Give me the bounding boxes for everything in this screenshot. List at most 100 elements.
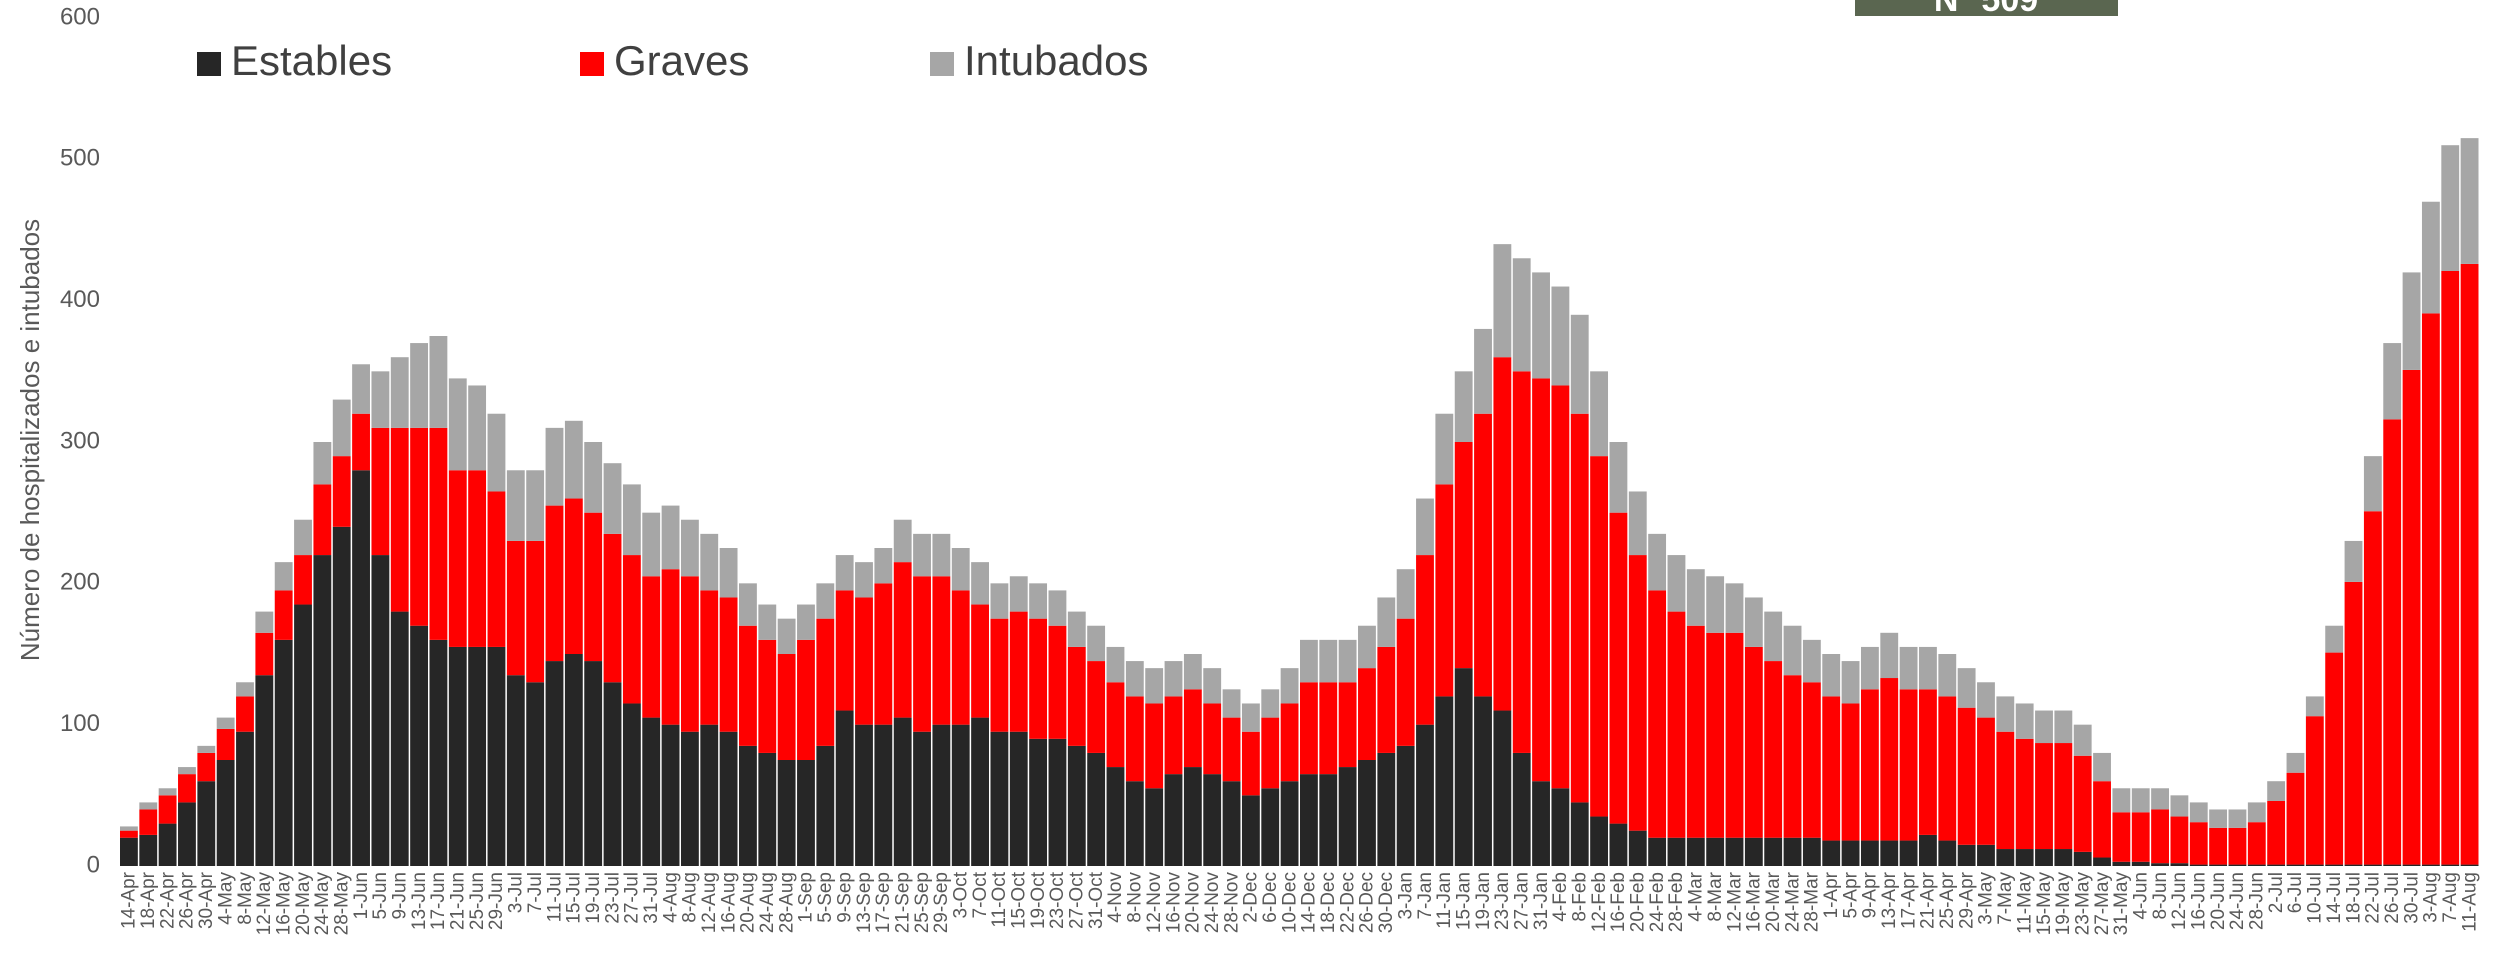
x-tick-label: 20-Feb <box>1628 872 1649 932</box>
x-tick-label: 13-Sep <box>854 872 875 933</box>
bar-segment <box>371 555 390 866</box>
bar-segment <box>2421 313 2440 865</box>
bar-segment <box>545 661 564 866</box>
bar-segment <box>1686 625 1705 838</box>
x-tick-label: 11-May <box>2014 872 2035 934</box>
bar-segment <box>1338 767 1357 866</box>
bar-segment <box>1938 840 1957 866</box>
bar-segment <box>216 728 235 760</box>
x-tick-label: 27-Jan <box>1511 872 1532 930</box>
bar-segment <box>1783 675 1802 838</box>
bar-segment <box>603 463 622 534</box>
bar-segment <box>2228 827 2247 865</box>
x-tick-label: 15-May <box>2034 872 2055 936</box>
bar-segment <box>1860 689 1879 841</box>
bar-segment <box>2344 864 2363 866</box>
bar-segment <box>2460 138 2479 264</box>
bar-segment <box>1183 689 1202 768</box>
bar-segment <box>1358 760 1376 866</box>
bar-segment <box>1067 646 1086 746</box>
bar-segment <box>1706 576 1725 633</box>
x-tick-label: 21-Jun <box>448 872 469 930</box>
bar-segment <box>2402 272 2421 370</box>
y-axis-label: Número de hospitalizados e intubados <box>15 219 45 661</box>
bar-segment <box>1706 837 1725 866</box>
x-tick-label: 7-May <box>1995 872 2016 925</box>
bar-segment <box>1860 646 1879 690</box>
bar-segment <box>2441 145 2460 271</box>
x-tick-label: 28-Jun <box>2247 872 2268 930</box>
bar-segment <box>680 576 699 732</box>
bar-segment <box>1435 484 1454 697</box>
bar-segment <box>468 470 487 647</box>
bar-segment <box>2363 456 2382 512</box>
x-tick-label: 9-Apr <box>1860 871 1881 918</box>
bar-segment <box>1435 696 1454 866</box>
bar-segment <box>564 498 583 654</box>
bar-segment <box>1203 774 1222 866</box>
bar-segment <box>2228 864 2247 866</box>
x-tick-label: 15-Oct <box>1009 871 1030 929</box>
bar-segment <box>2112 812 2131 862</box>
bar-segment <box>584 512 603 662</box>
bar-segment <box>1125 781 1144 866</box>
bar-segment <box>178 767 196 775</box>
x-tick-label: 8-May <box>235 872 256 925</box>
bar-segment <box>197 781 216 866</box>
x-tick-label: 13-Apr <box>1879 871 1900 929</box>
bar-segment <box>758 604 777 640</box>
bar-segment <box>1802 682 1821 838</box>
bar-segment <box>700 533 719 591</box>
bar-segment <box>2035 743 2053 850</box>
x-tick-label: 9-Sep <box>834 872 855 923</box>
bar-segment <box>274 639 293 866</box>
bar-segment <box>1280 781 1299 866</box>
bar-segment <box>1938 654 1957 697</box>
bar-segment <box>313 484 332 556</box>
bar-segment <box>816 583 835 619</box>
bar-segment <box>2325 652 2344 865</box>
bar-segment <box>1164 774 1183 866</box>
legend-label: Graves <box>614 37 749 84</box>
bar-segment <box>874 548 893 584</box>
bar-segment <box>2073 755 2092 852</box>
bar-segment <box>545 505 564 662</box>
bar-segment <box>236 731 254 866</box>
bar-segment <box>951 724 970 866</box>
bar-segment <box>1029 738 1048 866</box>
bar-segment <box>1164 661 1183 697</box>
bar-segment <box>1957 844 1976 866</box>
bar-segment <box>1764 611 1783 662</box>
bar-segment <box>1300 639 1318 683</box>
bar-segment <box>1802 639 1821 683</box>
bar-segment <box>526 540 545 683</box>
bar-segment <box>2112 788 2131 813</box>
x-tick-label: 31-Jan <box>1531 872 1552 930</box>
bar-segment <box>1338 682 1357 768</box>
bar-segment <box>1009 611 1028 732</box>
x-tick-label: 22-Apr <box>157 871 178 929</box>
bar-segment <box>1551 788 1570 866</box>
bar-segment <box>1899 840 1918 866</box>
bar-segment <box>2247 864 2266 866</box>
x-tick-label: 3-May <box>1976 872 1997 925</box>
bar-segment <box>2267 864 2286 866</box>
x-tick-label: 24-Aug <box>757 872 778 933</box>
bar-segment <box>274 590 293 640</box>
bar-segment <box>1686 837 1705 866</box>
bar-segment <box>1570 413 1589 803</box>
bar-segment <box>255 611 274 633</box>
bar-segment <box>1203 703 1222 775</box>
bar-segment <box>506 675 525 866</box>
bar-segment <box>835 555 854 591</box>
bar-segment <box>1145 703 1164 789</box>
x-tick-label: 29-Jun <box>486 872 507 930</box>
x-tick-label: 2-Dec <box>1241 872 1262 923</box>
x-tick-label: 12-Nov <box>1144 872 1165 934</box>
bar-segment <box>2170 795 2189 817</box>
bar-segment <box>680 731 699 866</box>
bar-segment <box>1280 703 1299 782</box>
bar-segment <box>700 590 719 725</box>
bar-segment <box>139 802 158 810</box>
x-tick-label: 5-Sep <box>815 872 836 923</box>
